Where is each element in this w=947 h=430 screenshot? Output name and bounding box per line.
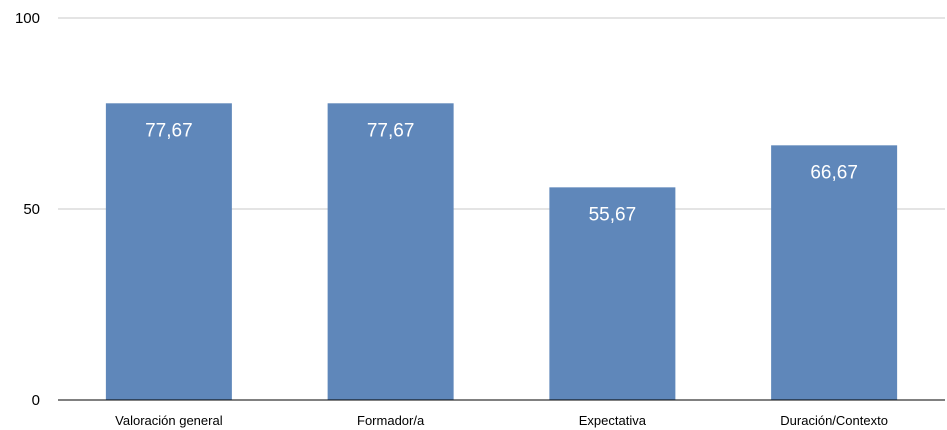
bar — [549, 187, 676, 400]
y-tick-label: 100 — [15, 10, 40, 27]
x-axis-category-labels: Valoración general Formador/a Expectativa D… — [115, 413, 888, 428]
x-tick-label: Formador/a — [357, 413, 425, 428]
bars — [105, 103, 898, 400]
x-tick-label: Duración/Contexto — [780, 413, 888, 428]
x-tick-label: Expectativa — [579, 413, 647, 428]
data-label: 66,67 — [810, 162, 858, 183]
x-tick-label: Valoración general — [115, 413, 223, 428]
bar — [105, 103, 232, 400]
y-axis-tick-labels: 0 50 100 — [15, 10, 40, 409]
y-tick-label: 0 — [32, 392, 40, 409]
bar — [771, 145, 898, 400]
data-labels: 77,67 77,67 55,67 66,67 — [145, 120, 858, 225]
data-label: 77,67 — [367, 120, 415, 141]
data-label: 77,67 — [145, 120, 193, 141]
bar — [327, 103, 454, 400]
y-tick-label: 50 — [23, 201, 40, 218]
data-label: 55,67 — [589, 204, 637, 225]
